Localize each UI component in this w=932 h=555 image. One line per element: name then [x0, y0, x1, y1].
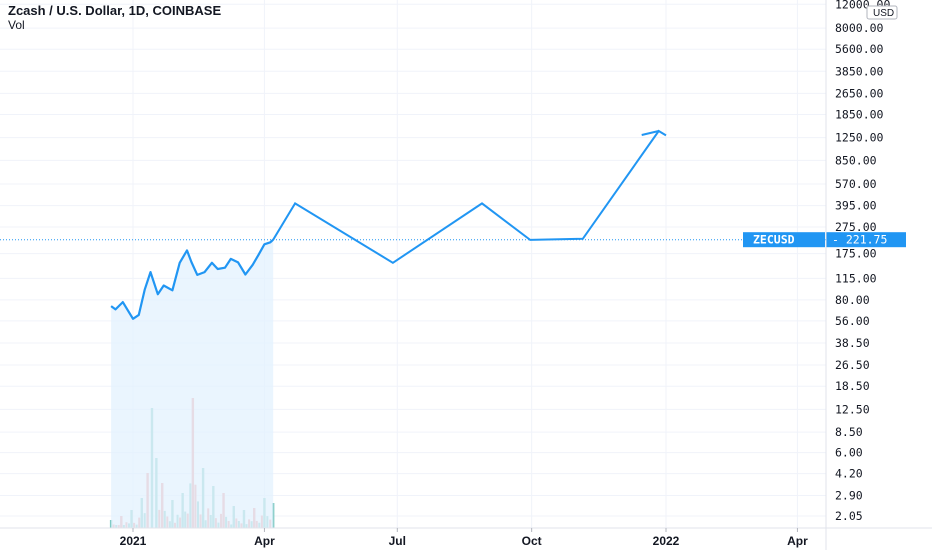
price-tag-text: - 221.75	[832, 233, 887, 247]
price-tag-bg	[826, 232, 906, 248]
volume-bar	[109, 520, 113, 528]
last-price-layer: ZECUSD - 221.75	[0, 232, 906, 248]
price-tick-label: 8000.00	[835, 21, 884, 35]
area-layer	[111, 239, 274, 528]
price-tick-label: 115.00	[835, 271, 877, 285]
time-axis[interactable]: 2021 Apr Jul Oct 2022 Apr	[0, 527, 932, 548]
time-tick-label: Jul	[389, 534, 406, 548]
time-tick-label: Apr	[254, 534, 275, 548]
price-tick-label: 4.20	[835, 467, 863, 481]
time-tick-label: 2022	[653, 534, 680, 548]
price-tick-label: 275.00	[835, 220, 877, 234]
price-tick-label: 12.50	[835, 402, 870, 416]
price-tick-label: 2.05	[835, 509, 863, 523]
symbol-tag-bg	[743, 232, 825, 248]
price-tick-label: 175.00	[835, 247, 877, 261]
time-tick-label: Apr	[787, 534, 808, 548]
price-tick-label: 3850.00	[835, 64, 884, 78]
chart-legend: Zcash / U.S. Dollar, 1D, COINBASE Vol	[8, 3, 221, 33]
currency-label: USD	[873, 8, 894, 19]
price-tick-label: 26.50	[835, 358, 870, 372]
price-tick-label: 56.00	[835, 314, 870, 328]
price-tick-label: 5600.00	[835, 42, 884, 56]
projection-line	[272, 129, 667, 264]
price-tick-label: 8.50	[835, 425, 863, 439]
price-tick-label: 2.90	[835, 489, 863, 503]
price-tick-label: 12000.00	[835, 0, 890, 11]
price-tick-label: 80.00	[835, 293, 870, 307]
price-tick-label: 850.00	[835, 153, 877, 167]
price-line	[110, 238, 274, 320]
line-layer	[110, 129, 667, 320]
price-tick-label: 6.00	[835, 446, 863, 460]
symbol-title[interactable]: Zcash / U.S. Dollar, 1D, COINBASE	[8, 3, 222, 18]
volume-label[interactable]: Vol	[8, 18, 25, 32]
price-tick-label: 1250.00	[835, 131, 884, 145]
currency-box	[866, 5, 898, 20]
grid-layer	[0, 0, 826, 528]
price-tick-label: 18.50	[835, 379, 870, 393]
time-tick-label: Oct	[522, 534, 542, 548]
price-tick-label: 570.00	[835, 177, 877, 191]
price-tick-label: 2650.00	[835, 86, 884, 100]
price-tick-label: 38.50	[835, 336, 870, 350]
price-tick-label: 395.00	[835, 199, 877, 213]
price-tick-label: 1850.00	[835, 108, 884, 122]
price-area	[111, 239, 274, 528]
symbol-tag-text: ZECUSD	[753, 233, 795, 247]
time-tick-label: 2021	[120, 534, 147, 548]
price-axis[interactable]: 12000.00 8000.00 5600.00 3850.00 2650.00 1850…	[825, 0, 898, 550]
projection-arrow-head	[641, 130, 659, 136]
